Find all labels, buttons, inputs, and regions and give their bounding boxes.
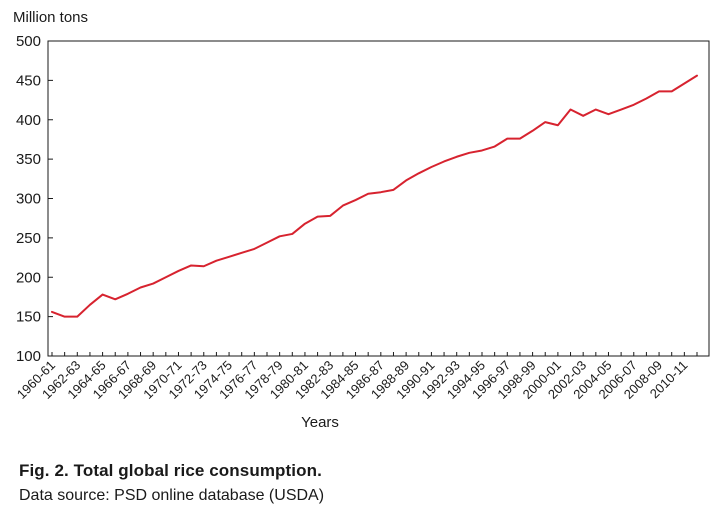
data-point <box>620 109 622 111</box>
x-axis: 1960-611962-631964-651966-671968-691970-… <box>14 352 698 402</box>
plot-area-frame <box>47 40 710 357</box>
data-point <box>228 256 230 258</box>
data-point <box>392 189 394 191</box>
data-point <box>582 115 584 117</box>
y-tick-label: 250 <box>16 230 41 247</box>
data-point <box>241 252 243 254</box>
data-point <box>203 265 205 267</box>
data-point <box>696 75 698 77</box>
figure-caption-source: Data source: PSD online database (USDA) <box>19 487 325 504</box>
data-point <box>519 138 521 140</box>
data-point <box>405 179 407 181</box>
data-point <box>544 121 546 123</box>
data-point <box>607 113 609 115</box>
data-point <box>658 90 660 92</box>
data-point <box>506 138 508 140</box>
data-point <box>215 260 217 262</box>
data-point <box>279 235 281 237</box>
y-tick-label: 500 <box>16 33 41 50</box>
data-point <box>114 298 116 300</box>
data-point <box>468 152 470 154</box>
data-point <box>418 172 420 174</box>
data-point <box>304 223 306 225</box>
data-point <box>342 205 344 207</box>
data-point <box>152 283 154 285</box>
x-axis-label: Years <box>301 414 339 431</box>
y-tick-label: 150 <box>16 309 41 326</box>
y-tick-label: 350 <box>16 151 41 168</box>
data-point <box>671 90 673 92</box>
data-point <box>456 156 458 158</box>
data-point <box>329 215 331 217</box>
data-point <box>89 304 91 306</box>
data-point <box>291 233 293 235</box>
data-point <box>557 124 559 126</box>
rice-consumption-line <box>51 74 698 318</box>
data-point <box>355 199 357 201</box>
data-point <box>190 264 192 266</box>
y-tick-label: 300 <box>16 191 41 208</box>
data-point <box>127 293 129 295</box>
data-point <box>532 130 534 132</box>
data-point <box>177 270 179 272</box>
data-point <box>51 311 53 313</box>
y-axis: 100 150 200 250 300 350 400 450 500 <box>16 33 53 365</box>
data-point <box>430 166 432 168</box>
data-point <box>481 149 483 151</box>
data-point <box>570 109 572 111</box>
data-point <box>633 104 635 106</box>
data-point <box>76 316 78 318</box>
data-point <box>253 248 255 250</box>
data-point <box>64 316 66 318</box>
data-point <box>266 242 268 244</box>
y-tick-label: 400 <box>16 112 41 129</box>
data-point <box>102 294 104 296</box>
y-tick-label: 450 <box>16 72 41 89</box>
data-point <box>380 191 382 193</box>
y-tick-label: 200 <box>16 269 41 286</box>
data-point <box>367 193 369 195</box>
rice-consumption-chart: Million tons 100 150 200 250 300 350 400 450 500… <box>13 9 710 431</box>
y-axis-label: Million tons <box>13 9 88 26</box>
data-point <box>645 97 647 99</box>
data-point <box>317 216 319 218</box>
data-point <box>140 286 142 288</box>
figure-caption-title: Fig. 2. Total global rice consumption. <box>19 461 322 480</box>
data-point <box>595 109 597 111</box>
data-point <box>683 83 685 85</box>
y-tick-label: 100 <box>16 348 41 365</box>
data-point <box>165 276 167 278</box>
data-point <box>494 146 496 148</box>
data-point <box>443 160 445 162</box>
